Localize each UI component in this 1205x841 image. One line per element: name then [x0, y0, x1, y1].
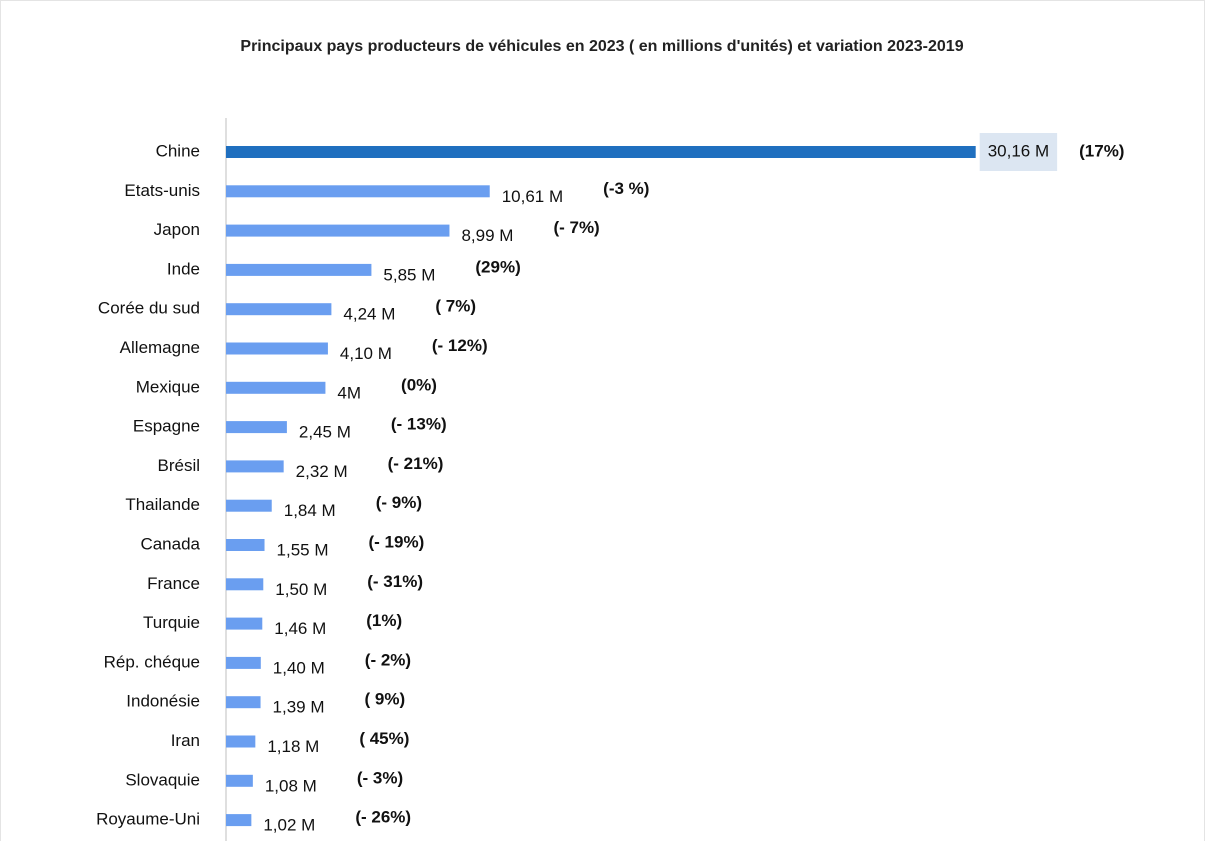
bar [226, 578, 264, 591]
category-label: Corée du sud [98, 299, 200, 318]
category-label: Japon [154, 220, 200, 239]
variation-label: ( 45%) [359, 729, 409, 748]
value-label: 4M [337, 383, 361, 402]
bar [226, 656, 261, 669]
category-label: Chine [156, 141, 200, 160]
bar [226, 539, 265, 551]
value-label: 2,32 M [296, 462, 348, 481]
bar [226, 185, 490, 198]
bar [226, 814, 252, 827]
bar [226, 303, 332, 316]
category-label: Turquie [143, 613, 200, 632]
category-label: Inde [167, 259, 200, 278]
value-label: 1,18 M [267, 737, 319, 756]
variation-label: (- 7%) [553, 218, 599, 237]
value-label: 1,84 M [284, 501, 336, 520]
variation-label: (0%) [401, 375, 437, 394]
value-label: 4,24 M [343, 305, 395, 324]
bar [226, 224, 450, 237]
value-label: 4,10 M [340, 344, 392, 363]
category-label: Etats-unis [124, 181, 200, 200]
value-label: 1,40 M [273, 658, 325, 677]
bar [226, 774, 253, 787]
variation-label: ( 9%) [365, 690, 406, 709]
value-label: 1,46 M [274, 619, 326, 638]
value-label: 8,99 M [461, 226, 513, 245]
variation-label: (1%) [366, 611, 402, 630]
bar [226, 617, 263, 630]
variation-label: (29%) [475, 257, 520, 276]
bar [226, 499, 272, 512]
category-label: Espagne [133, 417, 200, 436]
category-label: Rép. chéque [104, 652, 200, 671]
category-label: Mexique [136, 377, 200, 396]
bar [226, 263, 372, 276]
variation-label: (- 19%) [369, 532, 425, 551]
value-label: 10,61 M [502, 187, 563, 206]
category-label: Brésil [157, 456, 200, 475]
category-label: Iran [171, 731, 200, 750]
bar [226, 381, 326, 394]
variation-label: (- 12%) [432, 336, 488, 355]
value-label: 1,39 M [273, 698, 325, 717]
value-label: 1,55 M [277, 540, 329, 559]
value-label: 1,50 M [275, 580, 327, 599]
value-label: 30,16 M [988, 141, 1049, 160]
category-label: Slovaquie [125, 770, 200, 789]
chart-title: Principaux pays producteurs de véhicules… [240, 38, 964, 55]
variation-label: (- 31%) [367, 572, 423, 591]
variation-label: ( 7%) [435, 297, 476, 316]
category-label: France [147, 574, 200, 593]
category-label: Indonésie [126, 692, 200, 711]
label-background [979, 133, 1058, 171]
variation-label: (- 13%) [391, 415, 447, 434]
variation-label: (- 2%) [365, 650, 411, 669]
category-label: Canada [140, 534, 200, 553]
variation-label: (-3 %) [603, 179, 649, 198]
bar [226, 460, 284, 473]
variation-label: (17%) [1079, 141, 1124, 160]
category-label: Royaume-Uni [96, 810, 200, 829]
bar [226, 342, 328, 355]
bar [226, 735, 256, 748]
value-label: 2,45 M [299, 423, 351, 442]
bar [226, 146, 976, 158]
bar [226, 696, 261, 709]
value-label: 1,08 M [265, 776, 317, 795]
variation-label: (- 9%) [376, 493, 422, 512]
bar [226, 421, 287, 434]
value-label: 5,85 M [383, 265, 435, 284]
value-label: 1,02 M [263, 816, 315, 835]
category-label: Thailande [125, 495, 200, 514]
category-label: Allemagne [120, 338, 200, 357]
variation-label: (- 3%) [357, 768, 403, 787]
variation-label: (- 21%) [388, 454, 444, 473]
variation-label: (- 26%) [355, 808, 411, 827]
